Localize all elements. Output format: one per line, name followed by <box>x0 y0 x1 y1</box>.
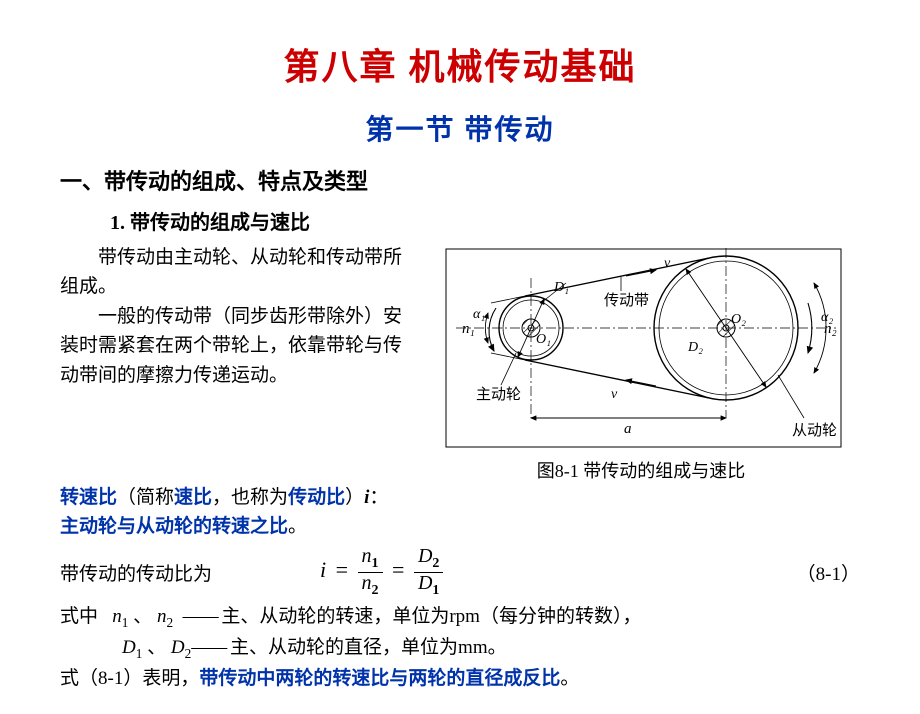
txt: （简称 <box>117 487 174 508</box>
sym-eq: = <box>336 557 348 582</box>
txt: ） <box>345 487 364 508</box>
dash: —— <box>191 637 225 658</box>
term-line: 转速比（简称速比，也称为传动比）i： 主动轮与从动轮的转速之比。 <box>60 483 860 542</box>
txt: 式（8-1）表明， <box>60 668 199 689</box>
sub: 2 <box>432 556 439 571</box>
paragraph-1: 带传动由主动轮、从动轮和传动带所组成。 <box>60 243 410 302</box>
sym: D <box>171 637 185 658</box>
sym: D <box>418 545 432 567</box>
page: 第八章 机械传动基础 第一节 带传动 一、带传动的组成、特点及类型 1. 带传动… <box>0 0 920 714</box>
txt: 。 <box>288 516 307 537</box>
sep: 、 <box>147 637 166 658</box>
sym: D <box>418 572 432 594</box>
txt: 式中 <box>60 606 98 627</box>
label-v-top: v <box>664 256 671 271</box>
figure-caption: 图8-1 带传动的组成与速比 <box>537 457 746 483</box>
txt: 主、从动轮的直径，单位为mm。 <box>230 637 507 658</box>
txt: 。 <box>560 668 579 689</box>
sym: n <box>362 545 372 567</box>
sep: 、 <box>133 606 152 627</box>
label-O2: O₂ <box>731 312 746 327</box>
label-v-bot: v <box>611 387 618 402</box>
term-abbr: 速比 <box>174 487 212 508</box>
sym: D <box>122 637 136 658</box>
sub: 1 <box>432 583 439 598</box>
sym: n <box>112 606 122 627</box>
label-a1: α₁ <box>473 307 485 322</box>
label-driver: 主动轮 <box>476 386 521 403</box>
where-line-1: 式中 n1 、 n2 —— 主、从动轮的转速，单位为rpm（每分钟的转数）， <box>60 602 860 633</box>
sub: 1 <box>372 556 379 571</box>
txt: ： <box>369 487 388 508</box>
label-driven: 从动轮 <box>792 422 837 439</box>
where-line-2: D1 、 D2—— 主、从动轮的直径，单位为mm。 <box>60 633 860 664</box>
heading-1: 一、带传动的组成、特点及类型 <box>60 164 860 196</box>
text-column: 带传动由主动轮、从动轮和传动带所组成。 一般的传动带（同步齿形带除外）安装时需紧… <box>60 243 410 483</box>
chapter-title: 第八章 机械传动基础 <box>60 38 860 90</box>
frac-D: D2 D1 <box>414 546 443 598</box>
sym: n <box>362 572 372 594</box>
formula-row: 带传动的传动比为 i = n1 n2 = D2 D1 （8-1） <box>60 546 860 598</box>
sym-i: i <box>320 557 326 582</box>
term-definition: 主动轮与从动轮的转速之比 <box>60 516 288 537</box>
figure-column: n₁ n₂ α₁ α₂ O₁ O₂ D₁ D₂ a v v 传动带 主动轮 从动… <box>422 243 860 483</box>
equation-number: （8-1） <box>770 559 860 586</box>
conclusion: 带传动中两轮的转速比与两轮的直径成反比 <box>199 668 560 689</box>
sym: n <box>157 606 167 627</box>
label-O1: O₁ <box>536 332 551 347</box>
label-a: a <box>624 421 632 437</box>
frac-n: n1 n2 <box>358 546 383 598</box>
formula: i = n1 n2 = D2 D1 <box>320 546 770 598</box>
content-row: 带传动由主动轮、从动轮和传动带所组成。 一般的传动带（同步齿形带除外）安装时需紧… <box>60 243 860 483</box>
sub: 1 <box>136 646 143 661</box>
label-a2: α₂ <box>821 310 833 325</box>
section-title: 第一节 带传动 <box>60 108 860 148</box>
term-speed-ratio: 转速比 <box>60 487 117 508</box>
sub: 1 <box>122 615 129 630</box>
txt: ，也称为 <box>212 487 288 508</box>
sub: 2 <box>166 615 173 630</box>
conclusion-line: 式（8-1）表明，带传动中两轮的转速比与两轮的直径成反比。 <box>60 664 860 693</box>
label-n1: n₁ <box>462 321 475 337</box>
sym-eq: = <box>392 557 404 582</box>
sub: 2 <box>372 583 379 598</box>
term-trans-ratio: 传动比 <box>288 487 345 508</box>
formula-label: 带传动的传动比为 <box>60 559 320 586</box>
label-belt: 传动带 <box>604 292 649 309</box>
paragraph-2: 一般的传动带（同步齿形带除外）安装时需紧套在两个带轮上，依靠带轮与传动带间的摩擦… <box>60 302 410 390</box>
dash: —— <box>183 606 217 627</box>
heading-2: 1. 带传动的组成与速比 <box>110 206 860 235</box>
label-D2: D₂ <box>687 340 703 355</box>
belt-drive-diagram: n₁ n₂ α₁ α₂ O₁ O₂ D₁ D₂ a v v 传动带 主动轮 从动… <box>426 243 856 453</box>
txt: 主、从动轮的转速，单位为rpm（每分钟的转数）， <box>221 606 641 627</box>
label-D1: D₁ <box>553 280 569 295</box>
